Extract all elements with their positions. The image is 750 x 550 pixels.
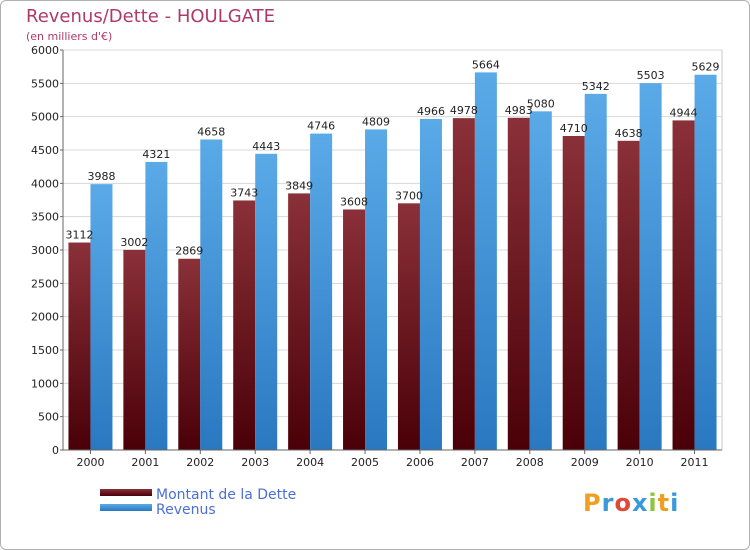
bar-revenue-2009 xyxy=(584,93,607,450)
labels: 3112 3988 3002 4321 2869 4658 3743 4443 3849 4746… xyxy=(65,58,719,257)
data-label-revenue-2002: 4658 xyxy=(197,125,225,138)
bar-revenue-2003 xyxy=(255,153,278,451)
bars xyxy=(68,72,717,451)
logo-letter: P xyxy=(583,489,602,517)
data-label-debt-2011: 4944 xyxy=(670,106,698,119)
bar-revenue-2006 xyxy=(419,118,442,450)
bar-debt-2008 xyxy=(507,117,530,451)
logo-letter: i xyxy=(648,489,658,517)
data-label-revenue-2000: 3988 xyxy=(87,170,115,183)
bar-debt-2010 xyxy=(617,140,640,451)
data-label-debt-2001: 3002 xyxy=(120,236,148,249)
y-tick-label: 5000 xyxy=(31,111,59,124)
bar-debt-2006 xyxy=(397,203,420,450)
bar-revenue-2007 xyxy=(474,72,497,451)
axes: 0 500 1000 1500 2000 2500 3000 3500 4000 4500 5000… xyxy=(31,44,722,469)
bar-debt-2005 xyxy=(343,209,366,450)
x-tick-label: 2002 xyxy=(186,456,214,469)
bar-debt-2007 xyxy=(452,118,475,450)
bar-revenue-2004 xyxy=(310,133,333,450)
legend-swatch-revenue xyxy=(100,504,152,511)
logo-letter: r xyxy=(601,489,615,517)
y-tick-label: 2000 xyxy=(31,311,59,324)
logo-letter: t xyxy=(657,489,671,517)
y-tick-label: 3500 xyxy=(31,211,59,224)
bar-debt-2000 xyxy=(68,242,91,450)
data-label-revenue-2010: 5503 xyxy=(637,69,665,82)
y-tick-label: 4000 xyxy=(31,177,59,190)
bar-revenue-2010 xyxy=(639,83,662,450)
data-label-debt-2000: 3112 xyxy=(65,229,93,242)
bar-revenue-2002 xyxy=(200,139,223,450)
y-tick-label: 0 xyxy=(52,444,59,457)
bar-revenue-2011 xyxy=(694,74,717,450)
chart-title: Revenus/Dette - HOULGATE xyxy=(26,6,275,27)
data-label-revenue-2011: 5629 xyxy=(692,61,720,74)
y-tick-label: 1000 xyxy=(31,377,59,390)
data-label-debt-2008: 4983 xyxy=(505,104,533,117)
bar-debt-2009 xyxy=(562,136,585,450)
bar-revenue-2000 xyxy=(90,184,113,450)
x-tick-label: 2007 xyxy=(461,456,489,469)
y-tick-label: 4500 xyxy=(31,144,59,157)
bar-debt-2011 xyxy=(672,120,695,451)
proxiti-logo: Proxiti xyxy=(583,489,679,517)
data-label-revenue-2008: 5080 xyxy=(527,97,555,110)
data-label-revenue-2006: 4966 xyxy=(417,105,445,118)
data-label-debt-2009: 4710 xyxy=(560,122,588,135)
legend-label-debt: Montant de la Dette xyxy=(156,487,297,503)
x-tick-label: 2011 xyxy=(681,456,709,469)
data-label-revenue-2003: 4443 xyxy=(252,140,280,153)
y-tick-label: 5500 xyxy=(31,77,59,90)
bar-debt-2004 xyxy=(288,193,311,450)
x-tick-label: 2004 xyxy=(296,456,324,469)
bar-revenue-2001 xyxy=(145,161,168,450)
bar-debt-2001 xyxy=(123,249,146,450)
data-label-debt-2004: 3849 xyxy=(285,179,313,192)
y-tick-label: 3000 xyxy=(31,244,59,257)
legend-swatch-debt xyxy=(100,489,152,496)
x-tick-label: 2009 xyxy=(571,456,599,469)
logo-letter: i xyxy=(670,489,680,517)
bar-debt-2002 xyxy=(178,258,201,450)
bar-revenue-2008 xyxy=(529,111,552,450)
bar-debt-2003 xyxy=(233,200,256,450)
x-tick-label: 2006 xyxy=(406,456,434,469)
x-tick-label: 2005 xyxy=(351,456,379,469)
data-label-debt-2002: 2869 xyxy=(175,245,203,258)
y-tick-label: 1500 xyxy=(31,344,59,357)
x-tick-label: 2001 xyxy=(131,456,159,469)
data-label-revenue-2007: 5664 xyxy=(472,58,500,71)
data-label-debt-2005: 3608 xyxy=(340,195,368,208)
y-tick-label: 2500 xyxy=(31,277,59,290)
bar-revenue-2005 xyxy=(365,129,388,450)
x-tick-label: 2010 xyxy=(626,456,654,469)
y-tick-label: 500 xyxy=(38,411,59,424)
x-tick-label: 2000 xyxy=(76,456,104,469)
legend-label-revenue: Revenus xyxy=(156,502,216,518)
chart-subtitle: (en milliers d'€) xyxy=(26,30,113,43)
data-label-revenue-2004: 4746 xyxy=(307,120,335,133)
data-label-revenue-2001: 4321 xyxy=(142,148,170,161)
data-label-debt-2010: 4638 xyxy=(615,127,643,140)
data-label-debt-2006: 3700 xyxy=(395,189,423,202)
y-tick-label: 6000 xyxy=(31,44,59,57)
logo-letter: x xyxy=(631,489,649,517)
data-label-revenue-2009: 5342 xyxy=(582,80,610,93)
data-label-revenue-2005: 4809 xyxy=(362,115,390,128)
logo-letter: o xyxy=(614,489,632,517)
data-label-debt-2003: 3743 xyxy=(230,186,258,199)
data-label-debt-2007: 4978 xyxy=(450,104,478,117)
x-tick-label: 2003 xyxy=(241,456,269,469)
x-tick-label: 2008 xyxy=(516,456,544,469)
